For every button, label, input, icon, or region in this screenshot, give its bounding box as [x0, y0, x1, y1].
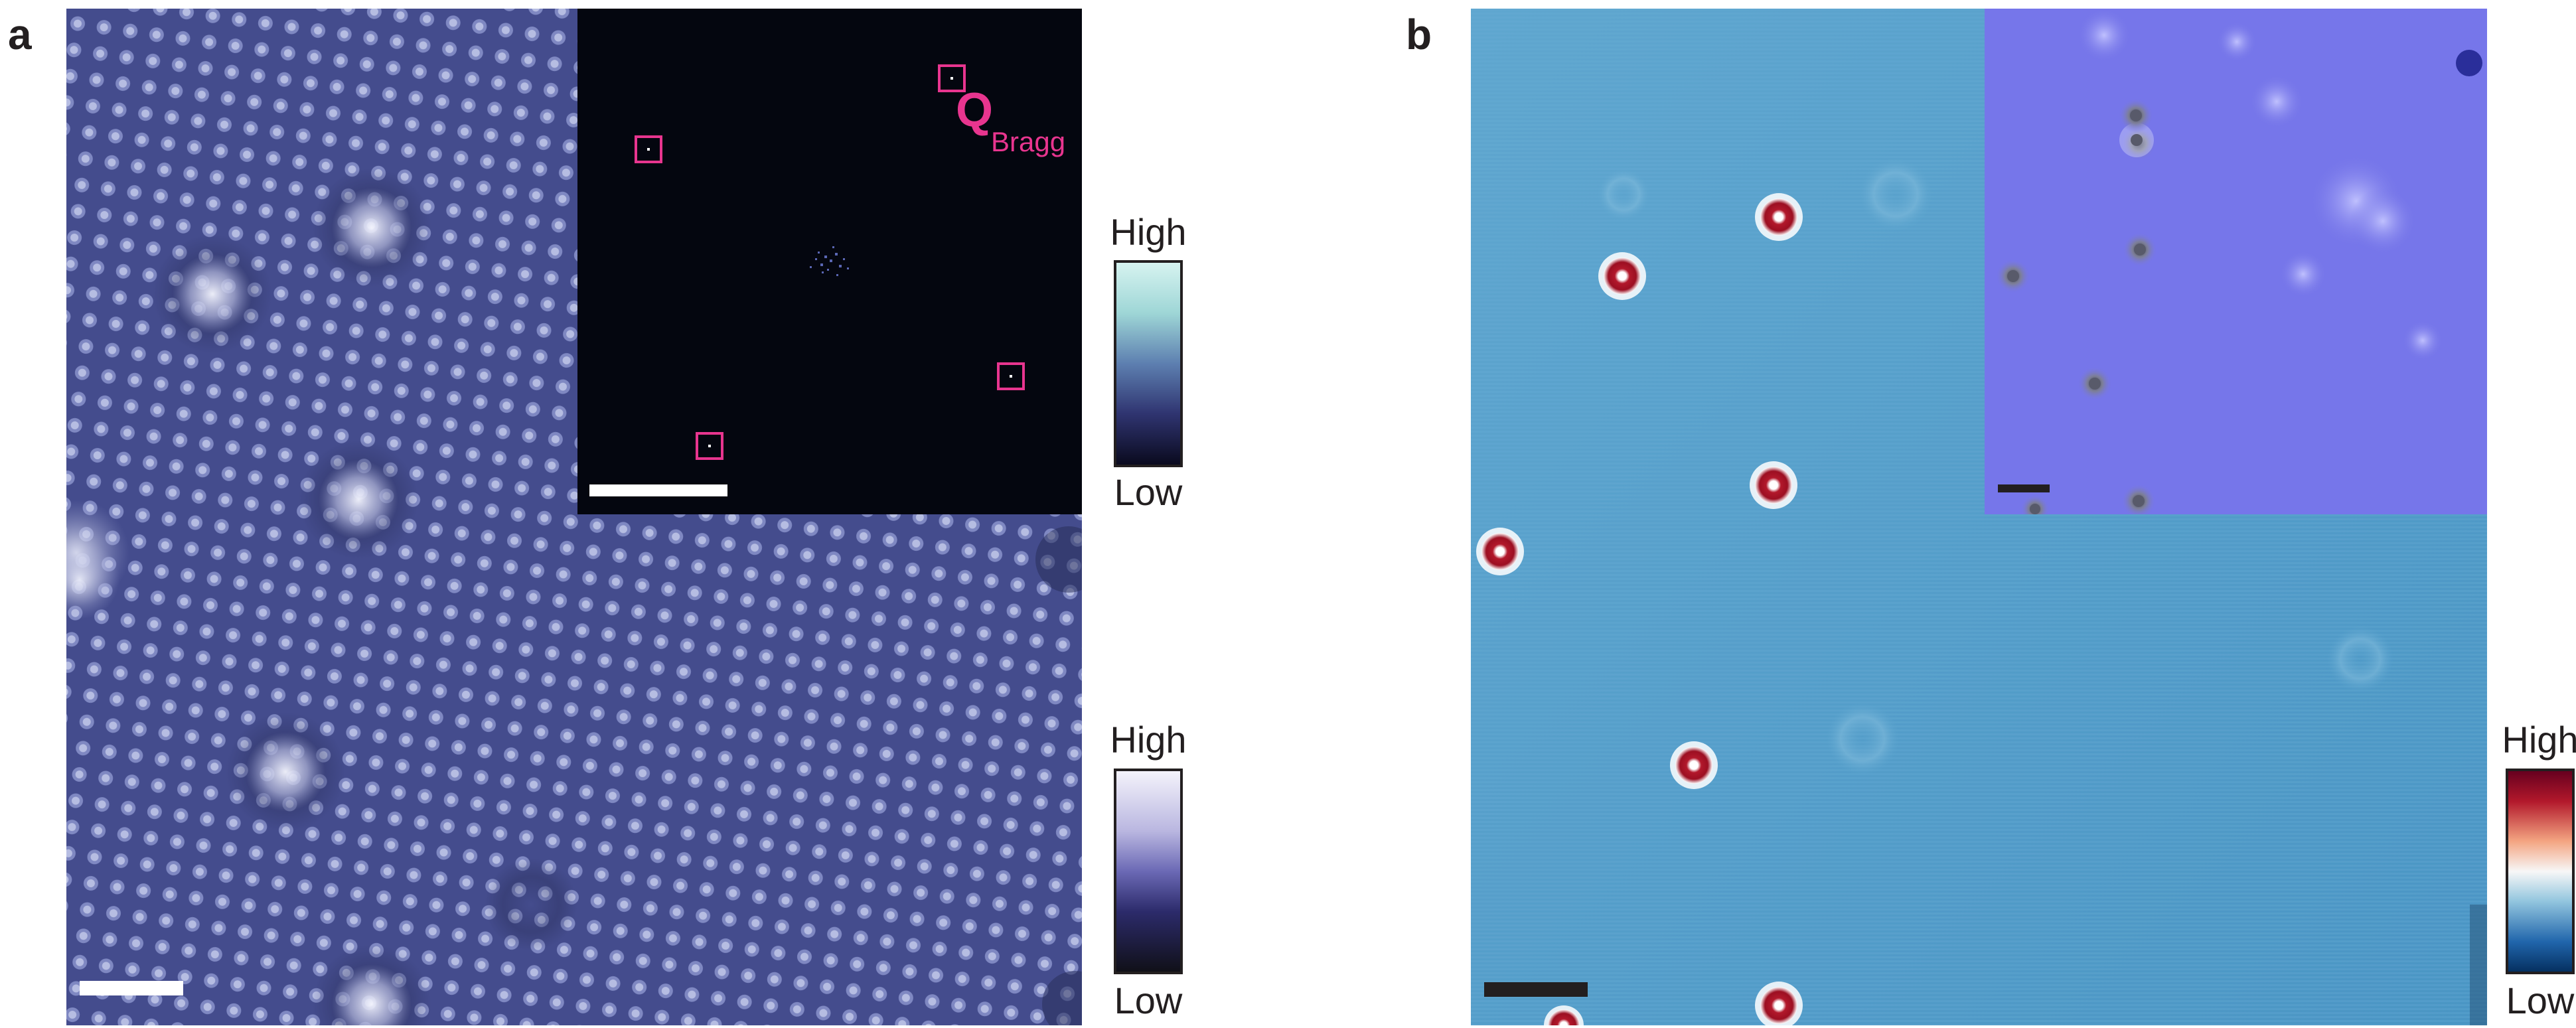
panel-b-scale-bar [1484, 982, 1588, 997]
panel-b-letter: b [1406, 11, 1432, 58]
main-colorbar-low-label: Low [1114, 980, 1183, 1021]
panel-b-topography-image [1471, 9, 2487, 1025]
adsorbate-dots [1476, 193, 1803, 1025]
inset-colorbar [1114, 260, 1183, 467]
bragg-peak-marker [635, 135, 662, 163]
panel-a-inset-scale-bar [589, 484, 727, 496]
main-colorbar-high-label: High [1110, 719, 1187, 761]
bragg-peak-marker [938, 64, 966, 92]
panel-b-colorbar-low-label: Low [2506, 980, 2575, 1021]
bragg-label: Q [956, 84, 994, 137]
inset-dark-dots [1996, 50, 2482, 514]
panel-a-letter: a [8, 11, 32, 58]
faint-defect-rings [1597, 158, 2393, 775]
panel-a-fft-inset [577, 9, 1082, 514]
inset-colorbar-low-label: Low [1114, 471, 1183, 513]
inset-bright-patches [2078, 9, 2443, 360]
panel-b-colorbar-high-label: High [2502, 719, 2576, 761]
inset-colorbar-high-label: High [1110, 211, 1187, 253]
panel-b-inset-scale-bar [1998, 484, 2050, 492]
panel-b-inset-image [1985, 9, 2487, 514]
bragg-peak-marker [696, 432, 723, 460]
bragg-peak-markers [635, 64, 1025, 460]
bragg-label-subscript: Bragg [991, 126, 1066, 157]
fft-center-noise [810, 246, 849, 276]
main-colorbar [1114, 769, 1183, 974]
panel-a-scale-bar [80, 981, 183, 995]
defect-glow-group [66, 168, 1082, 1025]
panel-b-colorbar [2506, 769, 2575, 974]
bragg-peak-marker [997, 362, 1025, 390]
